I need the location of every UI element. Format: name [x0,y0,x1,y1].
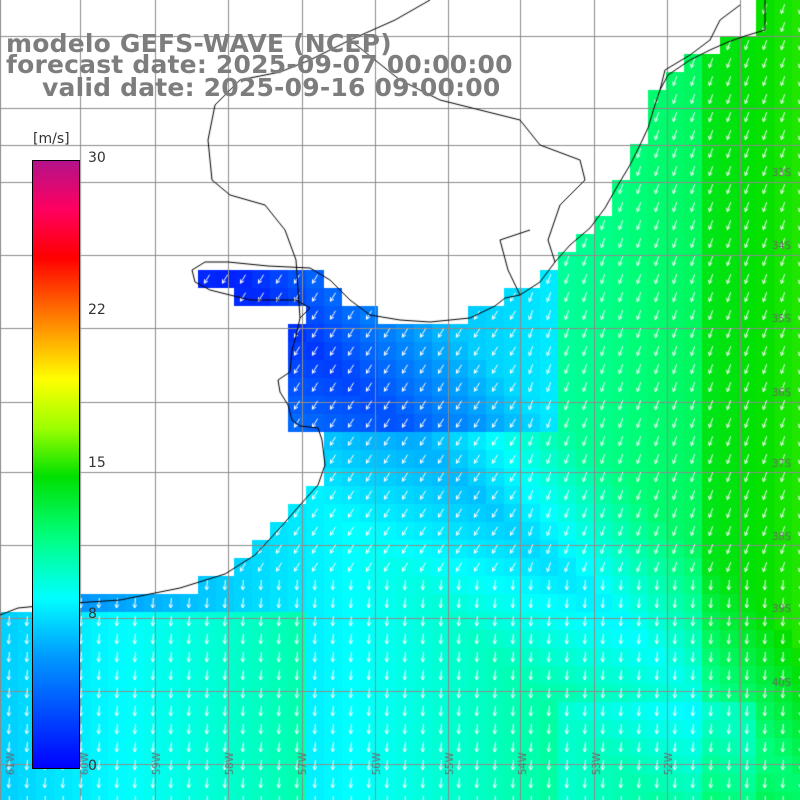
valid-date: valid date: 2025-09-16 09:00:00 [42,73,501,102]
colorbar-tick-30: 30 [88,150,106,166]
colorbar-tick-22: 22 [88,302,106,318]
colorbar [32,160,80,769]
colorbar-tick-15: 15 [88,455,106,471]
colorbar-unit: [m/s] [33,131,70,147]
forecast-date: forecast date: 2025-09-07 00:00:00 [6,50,513,79]
colorbar-tick-8: 8 [88,606,97,622]
colorbar-tick-0: 0 [88,758,97,774]
model-title: modelo GEFS-WAVE (NCEP) [6,29,392,58]
